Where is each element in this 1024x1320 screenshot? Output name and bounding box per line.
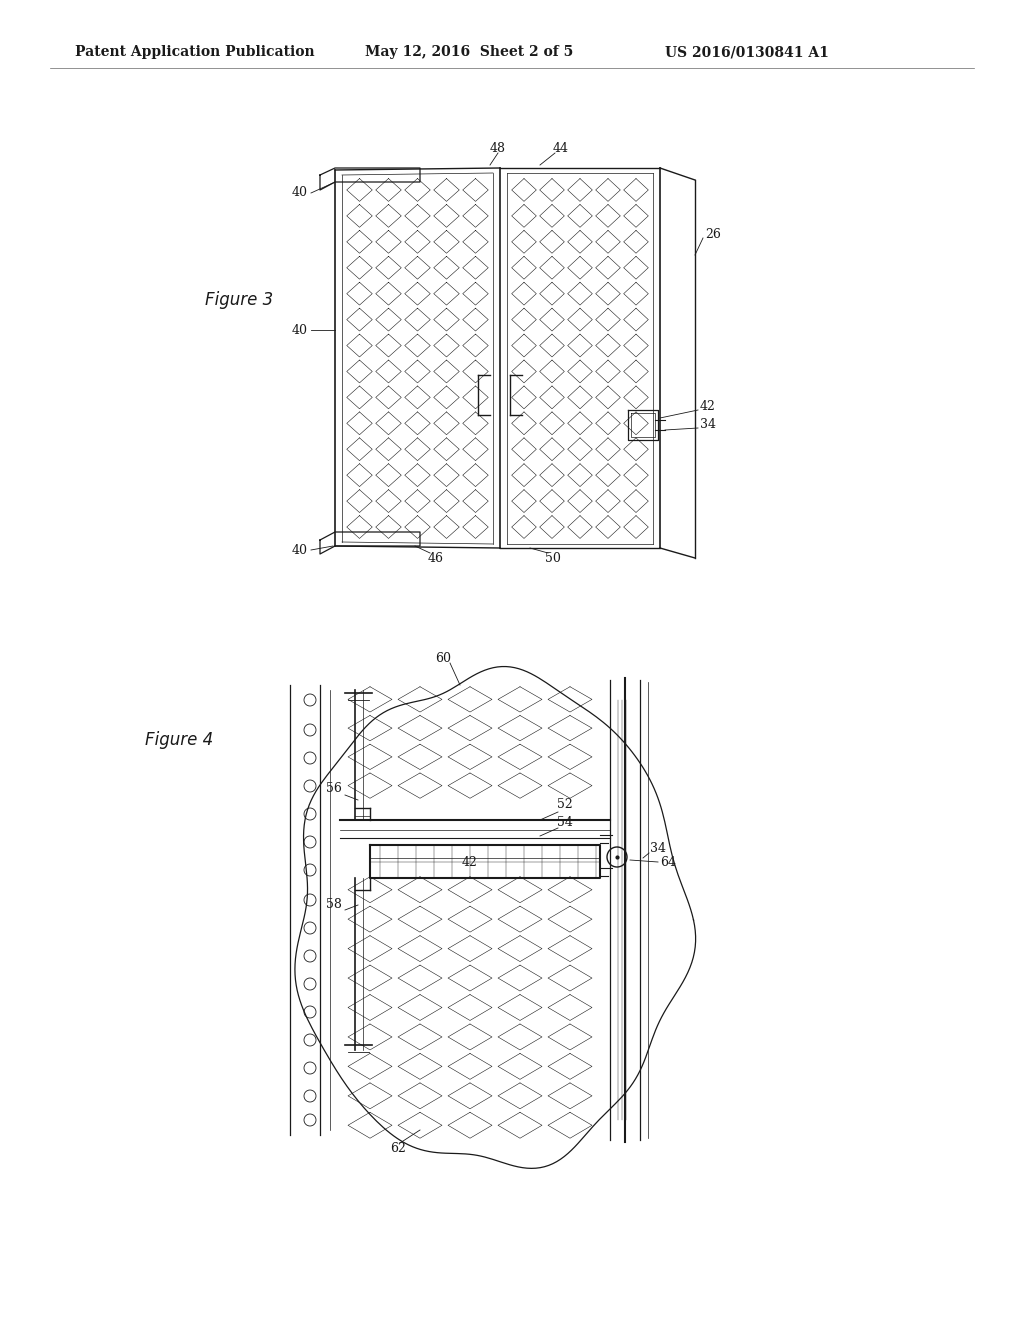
Text: 58: 58 — [326, 898, 342, 911]
Text: 56: 56 — [326, 781, 342, 795]
Text: Figure 4: Figure 4 — [145, 731, 213, 748]
Text: 62: 62 — [390, 1142, 406, 1155]
Text: 40: 40 — [292, 544, 308, 557]
Text: May 12, 2016  Sheet 2 of 5: May 12, 2016 Sheet 2 of 5 — [365, 45, 573, 59]
Text: 42: 42 — [700, 400, 716, 413]
Text: 50: 50 — [545, 552, 561, 565]
Text: 40: 40 — [292, 323, 308, 337]
Text: 26: 26 — [705, 228, 721, 242]
Text: 48: 48 — [490, 141, 506, 154]
Text: 44: 44 — [553, 141, 569, 154]
Text: Figure 3: Figure 3 — [205, 290, 273, 309]
Text: Patent Application Publication: Patent Application Publication — [75, 45, 314, 59]
Text: 54: 54 — [557, 816, 572, 829]
Text: 52: 52 — [557, 797, 572, 810]
Text: US 2016/0130841 A1: US 2016/0130841 A1 — [665, 45, 828, 59]
Text: 34: 34 — [700, 418, 716, 432]
Text: 46: 46 — [428, 552, 444, 565]
Text: 64: 64 — [660, 855, 676, 869]
Text: 40: 40 — [292, 186, 308, 199]
Text: 42: 42 — [462, 857, 478, 870]
Text: 34: 34 — [650, 842, 666, 854]
Text: 60: 60 — [435, 652, 451, 664]
